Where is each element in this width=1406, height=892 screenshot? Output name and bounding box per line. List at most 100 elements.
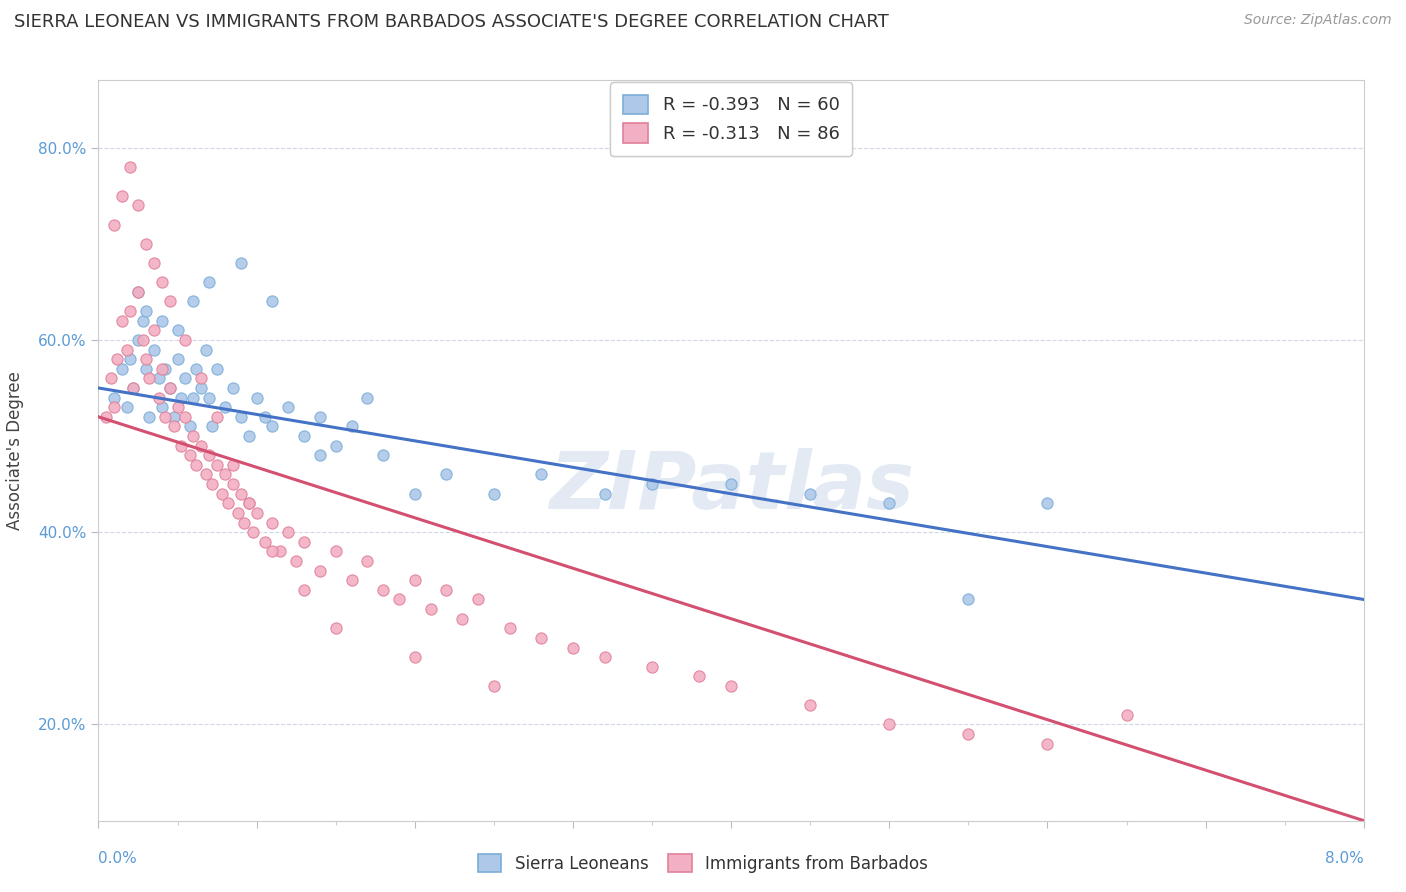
Point (198, 391, 221, 405)
Point (246, 506, 269, 520)
Point (688, 669, 710, 683)
Point (183, 429, 205, 443)
Point (214, 400, 236, 414)
Point (96, 409, 118, 424)
Point (100, 371, 122, 385)
Point (222, 381, 245, 395)
Point (127, 285, 149, 299)
Point (436, 467, 458, 482)
Point (720, 477, 742, 491)
Point (115, 343, 138, 357)
Point (111, 313, 134, 327)
Point (482, 487, 505, 501)
Point (174, 333, 197, 347)
Point (183, 391, 205, 405)
Point (285, 554, 308, 568)
Point (135, 361, 157, 376)
Point (166, 400, 188, 414)
Point (179, 448, 201, 462)
Point (120, 160, 141, 174)
Point (877, 717, 900, 731)
Point (262, 294, 284, 309)
Text: 0.0%: 0.0% (98, 851, 138, 866)
Point (169, 391, 191, 405)
Legend: R = -0.393   N = 60, R = -0.313   N = 86: R = -0.393 N = 60, R = -0.313 N = 86 (610, 82, 852, 156)
Point (292, 429, 315, 443)
Point (148, 391, 170, 405)
Point (593, 650, 616, 665)
Point (238, 496, 260, 510)
Point (309, 564, 332, 578)
Point (150, 313, 173, 327)
Point (277, 525, 299, 540)
Point (436, 582, 458, 597)
Point (253, 534, 276, 549)
Point (159, 381, 181, 395)
Point (309, 409, 332, 424)
Point (1036, 496, 1059, 510)
Point (120, 304, 141, 318)
Point (159, 381, 181, 395)
Point (214, 467, 236, 482)
Point (877, 496, 900, 510)
Point (153, 409, 176, 424)
Point (720, 679, 742, 693)
Point (253, 409, 276, 424)
Point (138, 409, 160, 424)
Point (138, 371, 160, 385)
Point (211, 487, 233, 501)
Point (561, 640, 585, 655)
Point (1115, 707, 1137, 722)
Point (111, 361, 134, 376)
Point (229, 409, 252, 424)
Point (340, 419, 363, 434)
Point (186, 458, 208, 472)
Point (233, 516, 256, 530)
Point (799, 698, 821, 713)
Point (166, 352, 188, 367)
Point (122, 381, 145, 395)
Point (190, 371, 212, 385)
Point (190, 381, 212, 395)
Point (115, 400, 138, 414)
Point (388, 592, 411, 607)
Point (356, 391, 378, 405)
Point (186, 361, 208, 376)
Point (482, 679, 505, 693)
Point (127, 198, 149, 212)
Text: ZIPatlas: ZIPatlas (548, 449, 914, 526)
Point (142, 323, 165, 337)
Point (262, 516, 284, 530)
Point (205, 458, 228, 472)
Point (163, 409, 186, 424)
Point (135, 304, 157, 318)
Text: 8.0%: 8.0% (1324, 851, 1364, 866)
Point (404, 487, 426, 501)
Point (201, 419, 224, 434)
Point (530, 467, 553, 482)
Point (325, 544, 347, 558)
Point (246, 391, 269, 405)
Point (1036, 737, 1059, 751)
Point (166, 323, 188, 337)
Point (179, 419, 201, 434)
Point (277, 400, 299, 414)
Point (226, 506, 249, 520)
Point (103, 391, 125, 405)
Point (150, 361, 173, 376)
Point (205, 409, 228, 424)
Point (641, 660, 664, 674)
Point (262, 544, 284, 558)
Point (229, 487, 252, 501)
Point (325, 621, 347, 635)
Point (194, 467, 218, 482)
Text: Source: ZipAtlas.com: Source: ZipAtlas.com (1244, 13, 1392, 28)
Point (222, 477, 245, 491)
Point (150, 400, 173, 414)
Point (404, 650, 426, 665)
Point (120, 352, 141, 367)
Point (269, 544, 291, 558)
Point (142, 256, 165, 270)
Point (111, 188, 134, 202)
Point (309, 448, 332, 462)
